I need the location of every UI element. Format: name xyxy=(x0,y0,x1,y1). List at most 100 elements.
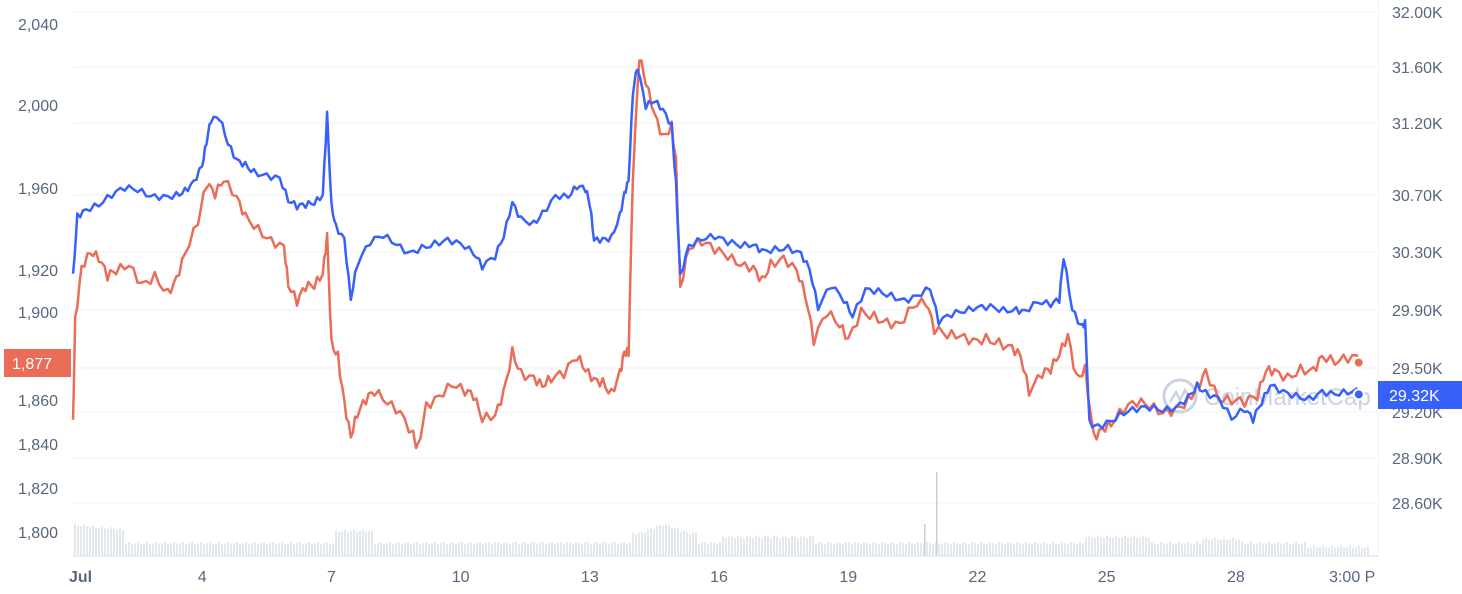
volume-bar xyxy=(347,532,349,555)
grid-lines xyxy=(73,0,1379,557)
left-series-line xyxy=(71,59,1362,450)
volume-bar xyxy=(1322,545,1324,555)
volume-bar xyxy=(329,543,331,555)
volume-bar xyxy=(566,542,568,555)
volume-bar xyxy=(797,538,799,555)
volume-bar xyxy=(1298,543,1300,555)
right-series-line xyxy=(71,68,1362,430)
volume-bar xyxy=(278,543,280,555)
volume-bar xyxy=(446,544,448,555)
volume-bar xyxy=(809,536,811,555)
volume-bar xyxy=(1304,541,1306,555)
volume-bar xyxy=(1202,539,1204,555)
volume-bar xyxy=(1124,535,1126,555)
volume-bar xyxy=(758,536,760,555)
volume-bar xyxy=(83,524,85,555)
volume-bar xyxy=(581,544,583,555)
right-tick-label: 29.50K xyxy=(1392,361,1443,378)
volume-bar xyxy=(371,529,373,555)
volume-bar xyxy=(983,543,985,555)
volume-bar xyxy=(200,541,202,555)
volume-bar xyxy=(1220,539,1222,555)
volume-bar xyxy=(1115,535,1117,555)
volume-bar xyxy=(530,542,532,555)
volume-bar xyxy=(1211,539,1213,555)
volume-bar xyxy=(1361,547,1363,555)
volume-bar xyxy=(635,534,637,555)
volume-bar xyxy=(1061,541,1063,555)
volume-bar xyxy=(1205,537,1207,555)
volume-bar xyxy=(1235,539,1237,555)
volume-bar xyxy=(1088,535,1090,555)
volume-bar xyxy=(317,541,319,555)
volume-bar xyxy=(791,536,793,555)
volume-bar xyxy=(1343,547,1345,555)
volume-bar xyxy=(116,529,118,555)
volume-bar xyxy=(563,544,565,555)
left-tick-label: 1,920 xyxy=(18,263,58,280)
volume-bar xyxy=(971,541,973,555)
volume-bar xyxy=(1334,547,1336,555)
volume-bar xyxy=(788,538,790,555)
volume-bar xyxy=(209,541,211,555)
volume-bar xyxy=(215,543,217,555)
volume-bar xyxy=(1082,543,1084,555)
volume-bar xyxy=(236,541,238,555)
volume-bar xyxy=(1106,535,1108,555)
volume-bar xyxy=(497,542,499,555)
left-axis: 2,040 2,000 1,960 1,920 1,900 1,860 1,840 1,820… xyxy=(18,17,58,542)
volume-bar xyxy=(1175,543,1177,555)
volume-bar xyxy=(314,543,316,555)
volume-bar xyxy=(665,524,667,555)
volume-bar xyxy=(623,542,625,555)
volume-bar xyxy=(755,536,757,555)
volume-bar xyxy=(356,532,358,555)
volume-bar xyxy=(866,542,868,555)
volume-bar xyxy=(710,542,712,555)
volume-bar xyxy=(1328,547,1330,555)
volume-bar xyxy=(1244,543,1246,555)
volume-bar xyxy=(1025,541,1027,555)
volume-bar xyxy=(395,542,397,555)
volume-bar xyxy=(815,544,817,555)
volume-bar xyxy=(1340,545,1342,555)
volume-bar xyxy=(854,542,856,555)
volume-bar xyxy=(1073,543,1075,555)
volume-bar xyxy=(194,543,196,555)
volume-bar xyxy=(977,543,979,555)
volume-bar xyxy=(1346,547,1348,555)
volume-bar xyxy=(878,544,880,555)
volume-bar xyxy=(740,536,742,555)
volume-bar xyxy=(452,542,454,555)
volume-bar xyxy=(707,544,709,555)
volume-bar xyxy=(1250,541,1252,555)
volume-bar xyxy=(1337,547,1339,555)
volume-bar xyxy=(818,542,820,555)
volume-bar xyxy=(734,538,736,555)
volume-bar xyxy=(593,542,595,555)
volume-bar xyxy=(182,541,184,555)
volume-bar xyxy=(1136,537,1138,555)
volume-bar xyxy=(257,543,259,555)
volume-bar xyxy=(557,542,559,555)
volume-bar xyxy=(1217,539,1219,555)
volume-bar xyxy=(311,543,313,555)
volume-bar xyxy=(1232,537,1234,555)
volume-bar xyxy=(1190,543,1192,555)
right-tick-label: 32.00K xyxy=(1392,5,1443,22)
volume-bar xyxy=(1058,543,1060,555)
volume-bar xyxy=(1067,543,1069,555)
volume-bar xyxy=(506,542,508,555)
volume-bar xyxy=(227,541,229,555)
volume-bar xyxy=(1019,543,1021,555)
volume-bar xyxy=(350,531,352,555)
volume-bar xyxy=(884,542,886,555)
series-layer xyxy=(71,59,1365,450)
volume-bar xyxy=(674,527,676,555)
volume-bar xyxy=(107,528,109,555)
volume-bar xyxy=(305,543,307,555)
volume-bar xyxy=(980,541,982,555)
volume-bar xyxy=(551,542,553,555)
volume-bar xyxy=(1364,547,1366,555)
volume-bar xyxy=(842,544,844,555)
